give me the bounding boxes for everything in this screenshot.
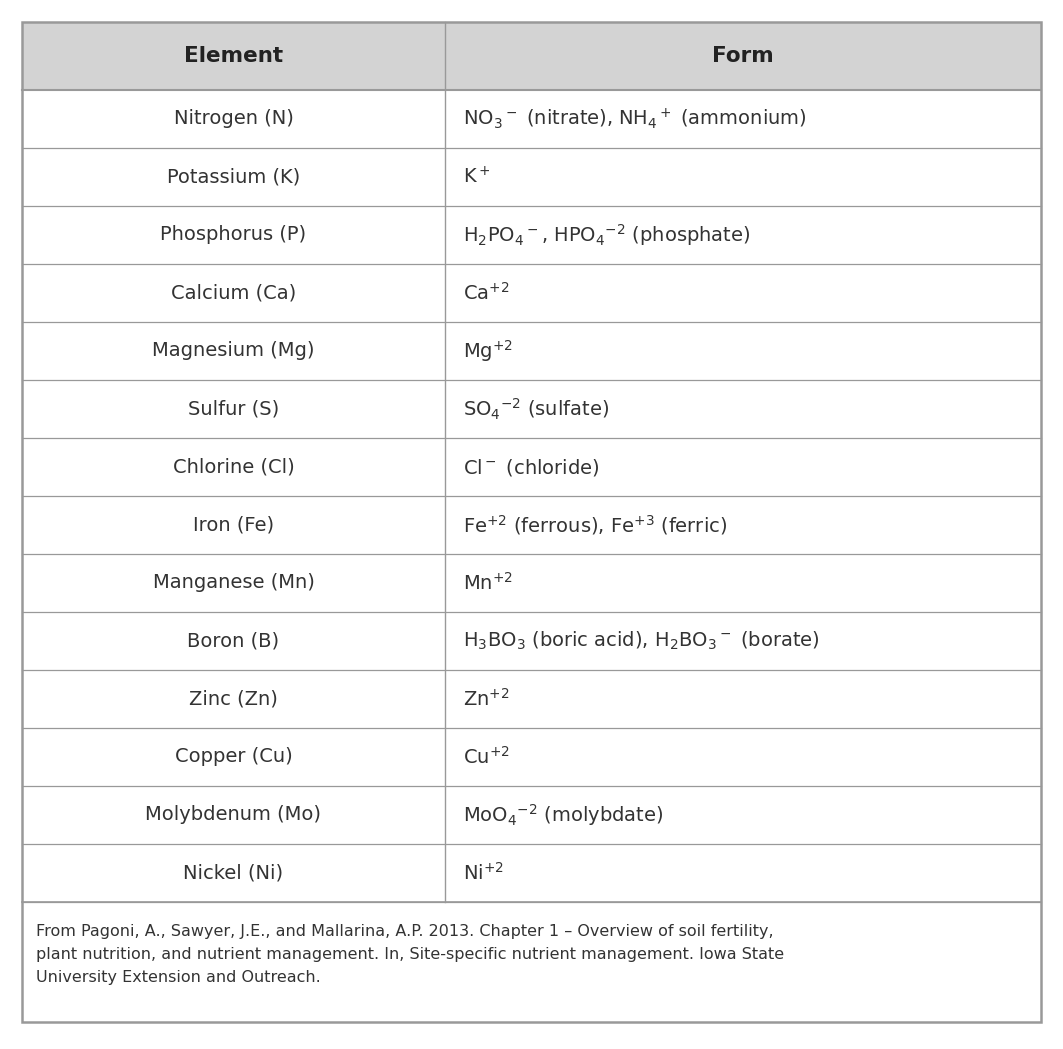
Bar: [22, 670, 1041, 728]
Bar: [22, 264, 1041, 322]
Text: MoO$_4$$^{-2}$ (molybdate): MoO$_4$$^{-2}$ (molybdate): [462, 802, 663, 828]
Text: Calcium (Ca): Calcium (Ca): [171, 283, 297, 302]
Text: Cl$^-$ (chloride): Cl$^-$ (chloride): [462, 456, 600, 477]
Bar: [22, 902, 1041, 1022]
Text: Ca$^{+2}$: Ca$^{+2}$: [462, 282, 509, 304]
Text: NO$_3$$^-$ (nitrate), NH$_4$$^+$ (ammonium): NO$_3$$^-$ (nitrate), NH$_4$$^+$ (ammoni…: [462, 107, 807, 131]
Text: Potassium (K): Potassium (K): [167, 168, 300, 187]
Text: Mn$^{+2}$: Mn$^{+2}$: [462, 572, 513, 594]
Text: Cu$^{+2}$: Cu$^{+2}$: [462, 746, 510, 768]
Text: H$_3$BO$_3$ (boric acid), H$_2$BO$_3$$^-$ (borate): H$_3$BO$_3$ (boric acid), H$_2$BO$_3$$^-…: [462, 629, 820, 652]
Text: K$^+$: K$^+$: [462, 167, 490, 188]
Text: Fe$^{+2}$ (ferrous), Fe$^{+3}$ (ferric): Fe$^{+2}$ (ferrous), Fe$^{+3}$ (ferric): [462, 513, 727, 537]
Text: Molybdenum (Mo): Molybdenum (Mo): [146, 806, 321, 825]
Text: Zinc (Zn): Zinc (Zn): [189, 689, 277, 708]
Bar: [22, 844, 1041, 902]
Bar: [22, 786, 1041, 844]
Text: Mg$^{+2}$: Mg$^{+2}$: [462, 338, 513, 364]
Text: Element: Element: [184, 46, 283, 66]
Bar: [22, 554, 1041, 612]
Text: Sulfur (S): Sulfur (S): [188, 400, 280, 419]
Text: Iron (Fe): Iron (Fe): [192, 515, 274, 535]
Bar: [22, 496, 1041, 554]
Text: Manganese (Mn): Manganese (Mn): [152, 574, 315, 593]
Text: Nitrogen (N): Nitrogen (N): [173, 109, 293, 128]
Text: H$_2$PO$_4$$^-$, HPO$_4$$^{-2}$ (phosphate): H$_2$PO$_4$$^-$, HPO$_4$$^{-2}$ (phospha…: [462, 222, 750, 248]
Text: Zn$^{+2}$: Zn$^{+2}$: [462, 688, 509, 710]
Bar: [22, 148, 1041, 206]
Bar: [22, 90, 1041, 148]
Bar: [22, 206, 1041, 264]
Text: Magnesium (Mg): Magnesium (Mg): [152, 342, 315, 361]
Bar: [22, 322, 1041, 380]
Bar: [22, 438, 1041, 496]
Text: SO$_4$$^{-2}$ (sulfate): SO$_4$$^{-2}$ (sulfate): [462, 397, 609, 422]
Text: Ni$^{+2}$: Ni$^{+2}$: [462, 862, 504, 884]
Bar: [22, 22, 1041, 90]
Bar: [22, 380, 1041, 438]
Text: Boron (B): Boron (B): [187, 631, 280, 650]
Text: From Pagoni, A., Sawyer, J.E., and Mallarina, A.P. 2013. Chapter 1 – Overview of: From Pagoni, A., Sawyer, J.E., and Malla…: [36, 923, 784, 985]
Text: Nickel (Ni): Nickel (Ni): [184, 863, 284, 882]
Text: Chlorine (Cl): Chlorine (Cl): [172, 457, 294, 476]
Bar: [22, 728, 1041, 786]
Text: Form: Form: [712, 46, 774, 66]
Bar: [22, 612, 1041, 670]
Text: Copper (Cu): Copper (Cu): [174, 748, 292, 767]
Text: Phosphorus (P): Phosphorus (P): [161, 226, 306, 244]
